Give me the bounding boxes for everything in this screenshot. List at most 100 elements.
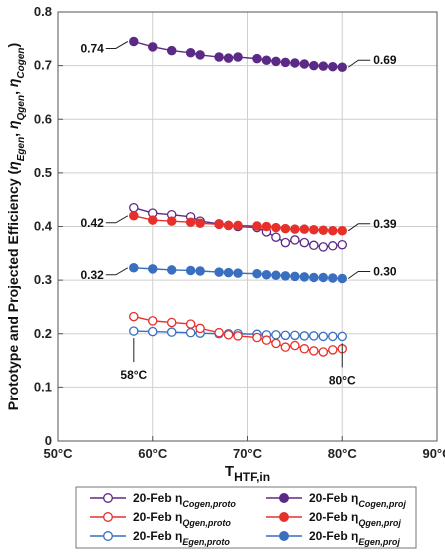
annotation-leader <box>105 267 129 276</box>
data-point <box>185 327 196 338</box>
data-point <box>280 271 291 281</box>
annotation-label: 0.74 <box>80 41 104 55</box>
data-point <box>223 267 234 278</box>
data-point <box>233 268 243 278</box>
legend-label-sub: Egen,proj <box>358 537 400 547</box>
annotation-label: 0.32 <box>80 268 104 282</box>
legend-swatch-marker <box>279 493 289 503</box>
data-point <box>261 270 272 280</box>
annotation-label: 80°C <box>329 373 356 387</box>
data-point <box>271 56 281 67</box>
legend-label-main: 20-Feb η <box>133 510 182 524</box>
y-axis-label-subscript: Egen <box>16 137 27 161</box>
y-axis-label-part: ) <box>5 43 21 48</box>
x-tick-label: 70°C <box>233 446 263 461</box>
data-point <box>252 221 262 231</box>
data-point <box>166 216 177 226</box>
data-point <box>318 331 329 342</box>
data-point <box>129 311 139 322</box>
data-point <box>129 263 139 273</box>
data-point <box>195 323 205 334</box>
data-point <box>271 338 281 349</box>
data-point <box>214 327 224 338</box>
data-point <box>309 60 319 71</box>
legend-label: 20-Feb ηCogen,proj <box>309 491 406 509</box>
data-point <box>223 220 234 231</box>
data-point <box>185 319 196 329</box>
data-point <box>129 36 139 47</box>
data-point <box>280 330 291 341</box>
data-point <box>147 264 158 274</box>
legend-label: 20-Feb ηCogen,proto <box>133 491 236 509</box>
data-point <box>309 331 319 341</box>
data-point <box>271 330 281 340</box>
legend-label-main: 20-Feb η <box>309 491 358 505</box>
data-point <box>166 45 177 56</box>
y-axis-label-subscript: Cogen <box>16 47 27 78</box>
data-point <box>147 215 158 225</box>
data-point <box>337 331 347 342</box>
data-point <box>233 220 243 231</box>
data-point <box>299 272 310 282</box>
data-point <box>318 242 329 252</box>
legend-label-sub: Cogen,proj <box>358 499 406 509</box>
data-point <box>214 52 224 62</box>
x-tick-label: 80°C <box>328 446 358 461</box>
legend-swatch-marker <box>279 531 289 541</box>
data-point <box>261 221 272 232</box>
legend-label: 20-Feb ηQgen,proto <box>133 510 231 528</box>
legend-label-sub: Cogen,proto <box>182 499 236 509</box>
data-point <box>299 237 310 248</box>
data-point <box>290 58 300 68</box>
annotation-leader <box>347 59 371 68</box>
data-point <box>252 53 262 64</box>
y-tick-label: 0 <box>45 433 52 448</box>
legend-item-qgen-proto: 20-Feb ηQgen,proto <box>90 510 231 528</box>
data-point <box>195 50 205 60</box>
data-point <box>299 331 310 341</box>
data-point <box>328 273 338 283</box>
legend-item-egen-proto: 20-Feb ηEgen,proto <box>90 529 230 547</box>
y-tick-label: 0.3 <box>34 272 52 287</box>
data-point <box>309 346 319 356</box>
series-qgen-proj <box>129 211 347 236</box>
data-point <box>318 347 329 357</box>
data-point <box>337 226 347 236</box>
legend-label-sub: Qgen,proj <box>358 518 401 528</box>
data-point <box>328 226 338 236</box>
annotation-label: 0.39 <box>373 217 397 231</box>
y-axis-label-subscript: Qgen <box>16 95 27 121</box>
legend-label: 20-Feb ηQgen,proj <box>309 510 401 528</box>
legend-swatch-marker <box>103 531 113 541</box>
data-point <box>290 235 300 245</box>
x-axis-label-sub: HTF,in <box>234 470 270 484</box>
legend-item-egen-proj: 20-Feb ηEgen,proj <box>266 529 400 547</box>
data-point <box>166 265 177 275</box>
annotation-label: 0.30 <box>373 265 397 279</box>
data-point <box>290 224 300 234</box>
data-point <box>129 326 139 336</box>
data-point <box>271 232 281 242</box>
data-point <box>280 237 291 248</box>
y-axis-label-part: , <box>5 87 21 95</box>
data-point <box>271 222 281 233</box>
data-point <box>185 48 196 58</box>
data-point <box>129 202 139 213</box>
data-point <box>233 52 243 62</box>
x-axis-label-main: T <box>225 463 234 480</box>
axis-ticks: 0 0.1 0.2 0.3 0.4 0.5 0.6 0.7 0.8 50°C 60°C 70°C 80°… <box>34 4 445 461</box>
legend-label: 20-Feb ηEgen,proto <box>133 529 230 547</box>
data-point <box>185 217 196 227</box>
data-point <box>299 224 310 234</box>
y-axis-label: Prototype and Projected Efficiency (ηEge… <box>5 43 27 410</box>
y-tick-label: 0.6 <box>34 111 52 126</box>
y-axis-label-part: η <box>5 161 21 170</box>
legend-label-sub: Egen,proto <box>182 537 230 547</box>
annotation-label: 58°C <box>120 368 147 382</box>
data-point <box>147 316 158 326</box>
legend-label-main: 20-Feb η <box>309 510 358 524</box>
legend-swatch-marker <box>279 512 289 522</box>
x-tick-label: 50°C <box>43 446 73 461</box>
data-point <box>252 332 262 343</box>
